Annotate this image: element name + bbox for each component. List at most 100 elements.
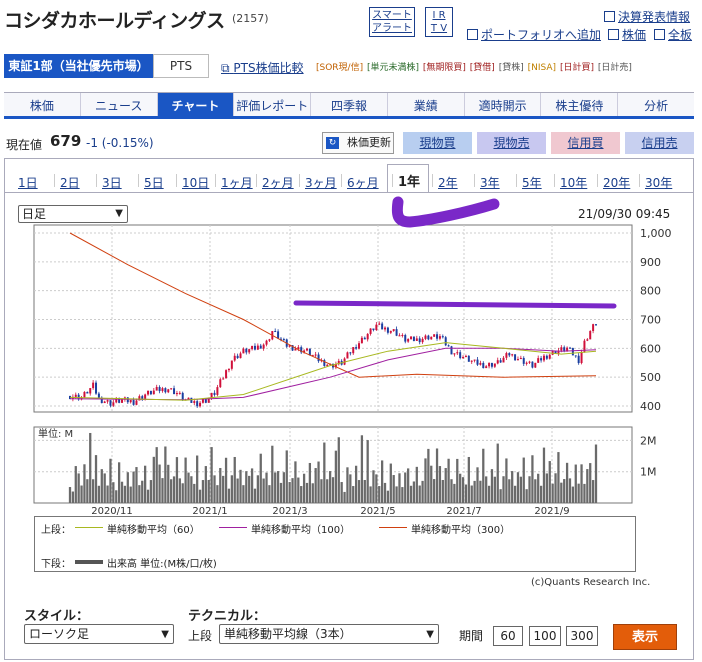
nav-tab-chart[interactable]: チャート: [157, 93, 235, 116]
range-tab-13[interactable]: 10年: [560, 176, 588, 190]
volume-unit-label: 単位: M: [38, 427, 73, 440]
nav-tab-analysis[interactable]: 分析: [618, 93, 695, 116]
legend-ma300-swatch: [379, 527, 407, 528]
earnings-link[interactable]: 決算発表情報: [604, 8, 690, 25]
candle-body: [259, 345, 262, 349]
pts-compare-link[interactable]: ⧉ PTS株価比較: [221, 59, 304, 76]
volume-bar: [126, 472, 129, 503]
cash-sell-button[interactable]: 現物売: [477, 132, 546, 154]
candle-body: [418, 338, 421, 343]
range-tab-11[interactable]: 3年: [480, 176, 500, 190]
range-separator: [176, 174, 177, 187]
nav-tab-disclosure[interactable]: 適時開示: [464, 93, 542, 116]
volume-bar: [250, 468, 254, 503]
nav-tab-report[interactable]: 評価レポート: [234, 93, 312, 116]
range-tab-15[interactable]: 30年: [645, 176, 673, 190]
ir-tv-button[interactable]: I R T V: [425, 7, 453, 37]
show-button[interactable]: 表示: [613, 624, 677, 650]
volume-bar: [363, 479, 366, 503]
portfolio-add-link[interactable]: ポートフォリオへ追加: [467, 26, 601, 43]
volume-bar: [227, 488, 231, 503]
range-tab-0[interactable]: 1日: [18, 176, 38, 190]
range-tab-7[interactable]: 3ヶ月: [305, 176, 337, 190]
volume-bar: [97, 485, 101, 503]
range-tab-9[interactable]: 1年: [398, 175, 421, 190]
x-tick-label: 2021/9: [534, 506, 569, 517]
range-tab-12[interactable]: 5年: [522, 176, 542, 190]
candle-body: [404, 334, 407, 342]
nav-tab-price[interactable]: 株価: [4, 93, 81, 116]
period-input-60[interactable]: 60: [493, 626, 523, 646]
smart-alert-button[interactable]: スマート アラート: [369, 7, 415, 37]
volume-bar: [207, 479, 210, 503]
range-tab-4[interactable]: 10日: [182, 176, 210, 190]
market-tab-pts[interactable]: PTS: [153, 54, 209, 78]
technical-select[interactable]: 単純移動平均線（3本） ▼: [219, 624, 439, 644]
candle-body: [308, 348, 311, 356]
volume-bar: [372, 470, 375, 503]
volume-bar: [513, 485, 517, 503]
candle-body: [467, 355, 470, 362]
volume-bar: [184, 457, 187, 503]
board-link[interactable]: 全板: [654, 26, 692, 43]
candle-body: [199, 402, 202, 407]
market-tab-tse1[interactable]: 東証1部（当社優先市場）: [4, 54, 153, 78]
range-divider: [4, 192, 694, 193]
cash-buy-button[interactable]: 現物買: [403, 132, 472, 154]
nav-tab-shikiho[interactable]: 四季報: [311, 93, 388, 116]
style-select[interactable]: ローソク足 ▼: [24, 624, 174, 644]
candle-body: [358, 343, 361, 349]
candle-body: [222, 378, 225, 380]
volume-bar: [109, 458, 112, 503]
legend-volume-label: 出来高 単位:(M株/口/枚): [107, 559, 217, 570]
range-tab-2[interactable]: 3日: [102, 176, 122, 190]
nav-tab-news[interactable]: ニュース: [80, 93, 158, 116]
volume-bar: [580, 464, 583, 503]
price-link[interactable]: 株価: [608, 26, 646, 43]
tag-odd-lot: [単元未満株]: [366, 63, 420, 73]
candle-body: [476, 359, 479, 365]
chevron-down-icon: ▼: [161, 629, 169, 640]
price-link-label: 株価: [622, 28, 647, 42]
candle-body: [138, 396, 141, 401]
volume-bar: [259, 453, 262, 503]
range-tab-5[interactable]: 1ヶ月: [221, 176, 253, 190]
volume-bar: [117, 462, 121, 503]
candle-body: [540, 358, 543, 361]
nav-tab-results[interactable]: 業績: [387, 93, 465, 116]
volume-bar: [196, 455, 199, 503]
range-tab-6[interactable]: 2ヶ月: [262, 176, 294, 190]
price-label: 現在値: [6, 138, 43, 152]
candle-body: [126, 397, 129, 403]
candle-body: [589, 331, 592, 340]
candle-body: [372, 328, 375, 331]
refresh-price-button[interactable]: ↻ 株価更新: [322, 132, 394, 154]
volume-bar: [516, 472, 520, 503]
volume-bar: [167, 464, 170, 503]
period-select[interactable]: 日足 ▼: [18, 205, 128, 223]
volume-bar: [219, 467, 222, 503]
volume-bar: [424, 458, 427, 503]
range-tab-3[interactable]: 5日: [144, 176, 164, 190]
candle-body: [389, 330, 392, 333]
range-tab-10[interactable]: 2年: [438, 176, 458, 190]
nav-tab-benefits[interactable]: 株主優待: [541, 93, 619, 116]
candle-body: [514, 354, 517, 361]
period-input-300[interactable]: 300: [566, 626, 598, 646]
volume-bar: [253, 488, 257, 503]
range-tab-8[interactable]: 6ヶ月: [347, 176, 379, 190]
volume-bar: [100, 469, 103, 503]
volume-bar: [245, 471, 248, 503]
ir-line: I R: [432, 10, 446, 21]
period-input-100[interactable]: 100: [529, 626, 561, 646]
range-tab-14[interactable]: 20年: [603, 176, 631, 190]
volume-bar: [248, 475, 251, 503]
candle-body: [248, 349, 251, 353]
candle-body: [355, 347, 358, 349]
y-tick-label: 1,000: [640, 227, 672, 240]
margin-sell-button[interactable]: 信用売: [625, 132, 694, 154]
margin-buy-button[interactable]: 信用買: [551, 132, 620, 154]
volume-bar: [496, 443, 499, 503]
vol-tick-label: 1M: [640, 466, 657, 479]
range-tab-1[interactable]: 2日: [60, 176, 80, 190]
